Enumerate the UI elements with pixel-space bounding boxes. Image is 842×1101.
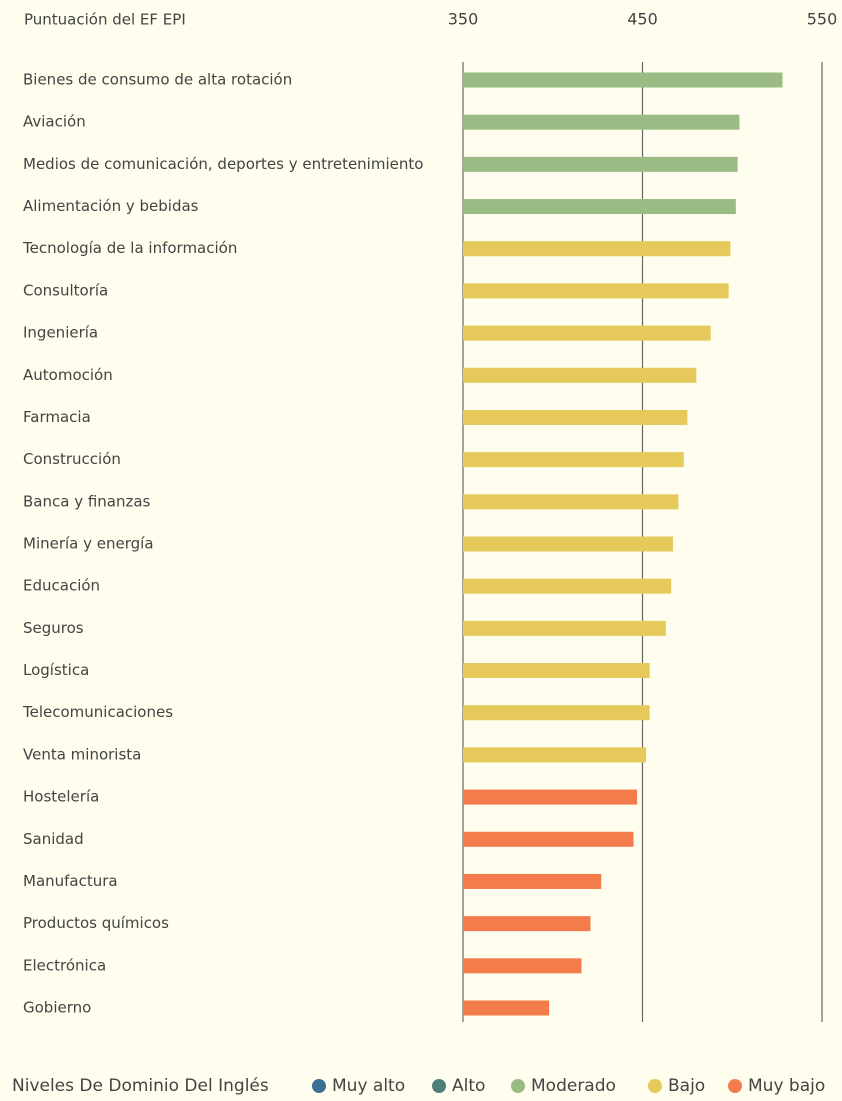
- bar: [463, 199, 736, 215]
- y-tick-label: Automoción: [23, 366, 113, 384]
- bar: [463, 409, 688, 425]
- bar: [463, 916, 591, 932]
- y-tick-label: Consultoría: [23, 281, 108, 299]
- legend-label: Bajo: [668, 1076, 705, 1096]
- axis-label: Puntuación del EF EPI: [24, 11, 186, 29]
- y-tick-label: Manufactura: [23, 872, 118, 890]
- y-tick-label: Construcción: [23, 450, 121, 468]
- y-tick-label: Bienes de consumo de alta rotación: [23, 71, 292, 89]
- bar: [463, 241, 731, 257]
- bar: [463, 452, 684, 468]
- bar: [463, 367, 697, 383]
- y-tick-label: Ingeniería: [23, 324, 98, 342]
- legend-label: Muy bajo: [748, 1076, 825, 1096]
- y-tick-label: Productos químicos: [23, 914, 169, 932]
- y-tick-label: Banca y finanzas: [23, 492, 151, 510]
- x-tick-label: 450: [627, 10, 658, 29]
- y-tick-label: Alimentación y bebidas: [23, 197, 199, 215]
- y-tick-label: Tecnología de la información: [22, 239, 237, 257]
- bar: [463, 705, 650, 721]
- bar: [463, 578, 672, 594]
- bar: [463, 873, 602, 889]
- legend-title: Niveles De Dominio Del Inglés: [12, 1076, 269, 1096]
- y-tick-label: Medios de comunicación, deportes y entre…: [23, 155, 423, 173]
- bar: [463, 494, 679, 510]
- legend-label: Moderado: [531, 1076, 616, 1096]
- x-tick-label: 550: [807, 10, 838, 29]
- legend-label: Alto: [452, 1076, 485, 1096]
- bar: [463, 536, 674, 552]
- legend-marker: [648, 1079, 662, 1093]
- legend-marker: [432, 1079, 446, 1093]
- bar: [463, 789, 638, 805]
- bar: [463, 1000, 550, 1016]
- y-tick-label: Telecomunicaciones: [22, 703, 173, 721]
- y-tick-label: Logística: [23, 661, 89, 679]
- bar: [463, 72, 783, 88]
- y-tick-label: Educación: [23, 577, 100, 595]
- x-tick-label: 350: [448, 10, 479, 29]
- legend-marker: [728, 1079, 742, 1093]
- bar: [463, 114, 740, 130]
- legend-marker: [312, 1079, 326, 1093]
- y-tick-label: Minería y energía: [23, 535, 154, 553]
- bar: [463, 325, 711, 341]
- bar: [463, 958, 582, 974]
- y-tick-label: Farmacia: [23, 408, 91, 426]
- bar: [463, 831, 634, 847]
- bar: [463, 620, 666, 636]
- bar: [463, 663, 650, 679]
- bar: [463, 156, 738, 172]
- y-tick-label: Hostelería: [23, 788, 99, 806]
- legend-label: Muy alto: [332, 1076, 405, 1096]
- y-tick-label: Aviación: [23, 113, 86, 131]
- y-tick-label: Gobierno: [23, 999, 91, 1017]
- legend-marker: [511, 1079, 525, 1093]
- y-tick-label: Seguros: [23, 619, 84, 637]
- bar: [463, 283, 729, 299]
- y-tick-label: Sanidad: [23, 830, 84, 848]
- y-tick-label: Venta minorista: [23, 745, 141, 763]
- bar: [463, 747, 647, 763]
- y-tick-label: Electrónica: [23, 956, 106, 974]
